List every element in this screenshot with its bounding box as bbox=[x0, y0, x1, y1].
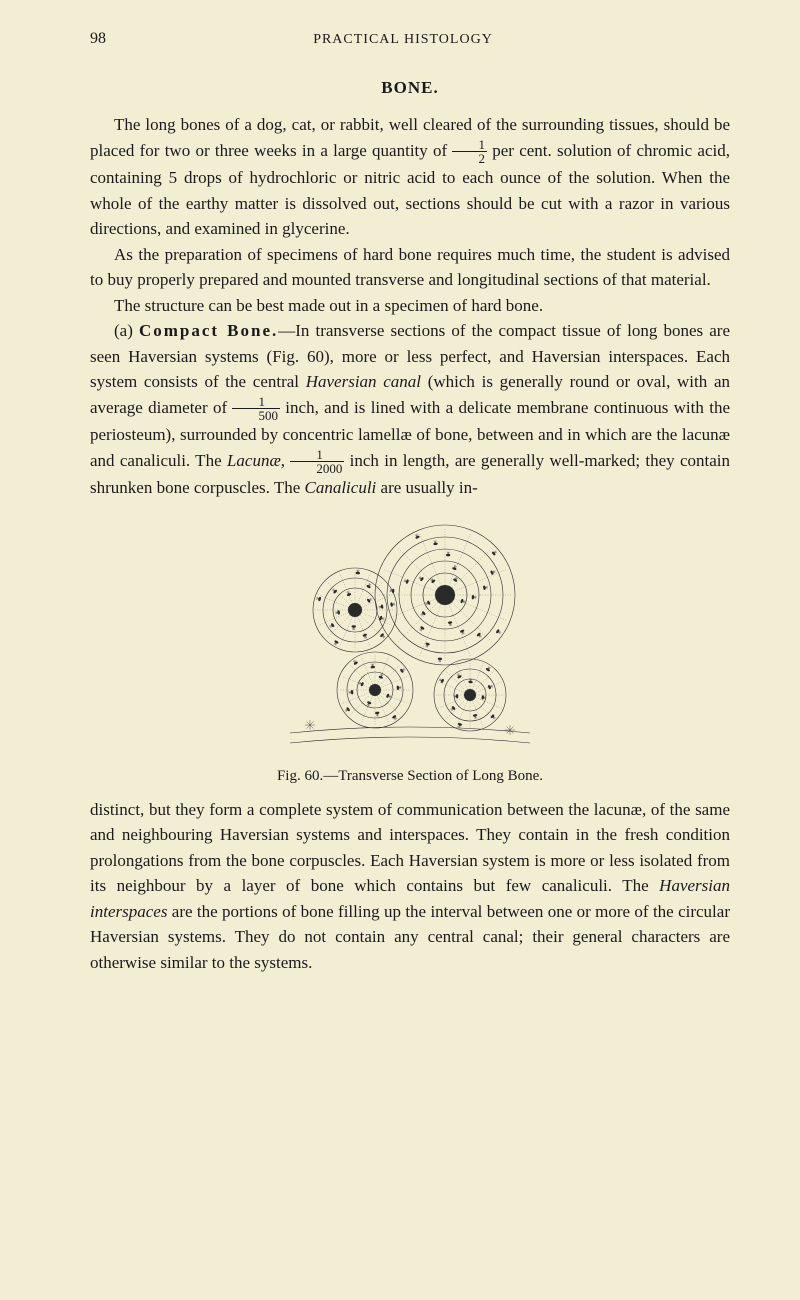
para5-text-2: are the portions of bone filling up the … bbox=[90, 902, 730, 972]
para4-label: (a) bbox=[114, 321, 133, 340]
paragraph-3: The structure can be best made out in a … bbox=[90, 293, 730, 319]
section-title: BONE. bbox=[90, 78, 730, 98]
paragraph-2: As the preparation of specimens of hard … bbox=[90, 242, 730, 293]
para4-text-4: , bbox=[281, 451, 291, 470]
para5-text-1: distinct, but they form a complete syste… bbox=[90, 800, 730, 896]
para4-text-6: are usually in- bbox=[376, 478, 478, 497]
fraction-2000: 12000 bbox=[290, 448, 344, 475]
paragraph-1: The long bones of a dog, cat, or rabbit,… bbox=[90, 112, 730, 242]
paragraph-4: (a) Compact Bone.—In transverse sections… bbox=[90, 318, 730, 501]
paragraph-5: distinct, but they form a complete syste… bbox=[90, 797, 730, 976]
para4-italic-3: Canaliculi bbox=[305, 478, 377, 497]
para4-italic-1: Haversian canal bbox=[306, 372, 421, 391]
fraction-500: 1500 bbox=[232, 395, 280, 422]
figure-60 bbox=[90, 515, 730, 760]
fraction-half: 12 bbox=[452, 138, 487, 165]
bone-cross-section-svg bbox=[280, 515, 540, 755]
page-number: 98 bbox=[90, 30, 106, 48]
para4-bold: Compact Bone. bbox=[139, 321, 278, 340]
para4-italic-2: Lacunæ bbox=[227, 451, 281, 470]
figure-caption: Fig. 60.—Transverse Section of Long Bone… bbox=[90, 768, 730, 785]
running-header: PRACTICAL HISTOLOGY bbox=[106, 32, 700, 48]
